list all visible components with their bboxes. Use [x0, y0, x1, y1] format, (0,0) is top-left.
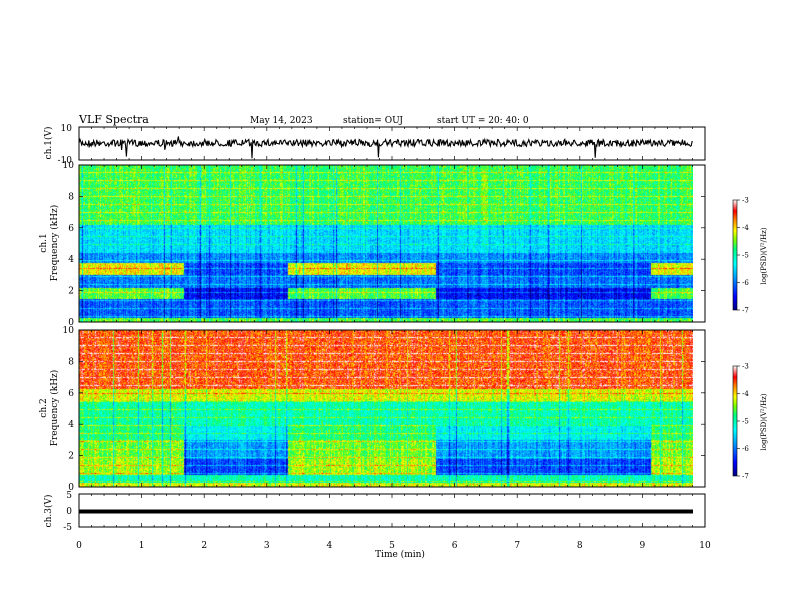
colorbar-tick-label: -6 [742, 279, 749, 287]
y-tick-label: 0 [68, 483, 74, 493]
x-tick-label: 10 [699, 541, 711, 551]
time-axis-ticks [78, 127, 706, 527]
colorbar-tick-label: -6 [742, 445, 749, 453]
colorbar-tick-label: -7 [742, 473, 749, 481]
y-tick-label: 10 [63, 326, 75, 336]
ch1-spec-ylabel-line2: Frequency (kHz) [49, 205, 60, 282]
colorbar-tick-label: -3 [742, 197, 749, 205]
ch1-spectrogram-panel: 0 2 4 6 8 10 ch.1 Frequency (kHz) [39, 161, 706, 328]
ch2-colorbar-label: log(PSD)(V²/Hz) [760, 393, 768, 450]
ch3-ylabel: ch.3(V) [43, 495, 54, 528]
y-tick-label: 6 [68, 224, 74, 234]
x-tick-label: 1 [139, 541, 145, 551]
ch1-waveform-line [78, 136, 693, 159]
ch3-ytick-top: 5 [66, 491, 72, 501]
y-tick-label: 10 [63, 161, 75, 171]
date-label: May 14, 2023 [250, 116, 313, 126]
x-tick-label: 0 [76, 541, 82, 551]
x-tick-label: 9 [640, 541, 646, 551]
y-tick-label: 8 [68, 192, 74, 202]
colorbar-tick-label: -5 [742, 418, 749, 426]
x-tick-label: 7 [514, 541, 520, 551]
ch2-colorbar: -3 -4 -5 -6 -7 log(PSD)(V²/Hz) [732, 363, 768, 481]
ch1-colorbar: -3 -4 -5 -6 -7 log(PSD)(V²/Hz) [732, 197, 768, 315]
x-tick-label: 8 [577, 541, 583, 551]
y-tick-label: 6 [68, 389, 74, 399]
ch1-spec-ylabel-line1: ch.1 [39, 233, 49, 252]
ch1-waveform-panel: 10 -10 ch.1(V) [43, 124, 706, 166]
y-tick-label: 4 [68, 420, 74, 430]
colorbar-tick-label: -5 [742, 252, 749, 260]
ch3-panel: 5 0 -5 ch.3(V) [43, 491, 706, 533]
colorbar-tick-label: -3 [742, 363, 749, 371]
ch2-spectrogram-image [79, 330, 693, 487]
colorbar-tick-label: -4 [742, 390, 749, 398]
colorbar-tick-label: -4 [742, 224, 749, 232]
x-tick-label: 2 [201, 541, 207, 551]
x-tick-label: 6 [452, 541, 458, 551]
ch1-colorbar-label: log(PSD)(V²/Hz) [760, 227, 768, 284]
ch1-ytick-top: 10 [61, 124, 73, 134]
figure-title: VLF Spectra [78, 113, 149, 126]
time-axis-tick-labels: 0 1 2 3 4 5 6 7 8 9 10 [76, 541, 711, 551]
ch3-ytick-mid: 0 [66, 507, 72, 517]
y-tick-label: 0 [68, 318, 74, 328]
ch1-spectrogram-image [79, 165, 693, 322]
ch1-ytick-bottom: -10 [58, 156, 73, 166]
time-axis-label: Time (min) [375, 549, 425, 560]
x-tick-label: 5 [389, 541, 395, 551]
y-tick-label: 2 [68, 452, 74, 462]
ch2-spec-ylabel-line2: Frequency (kHz) [49, 370, 60, 447]
x-tick-label: 3 [264, 541, 270, 551]
ch3-ytick-bottom: -5 [63, 523, 72, 533]
y-tick-label: 8 [68, 357, 74, 367]
ch2-spectrogram-panel: 0 2 4 6 8 10 ch.2 Frequency (kHz) [39, 326, 706, 493]
station-label: station= OUJ [343, 116, 403, 126]
ch2-spec-ylabel-line1: ch.2 [39, 398, 49, 417]
y-tick-label: 4 [68, 255, 74, 265]
ch1-ylabel: ch.1(V) [43, 127, 54, 160]
x-tick-label: 4 [327, 541, 333, 551]
y-tick-label: 2 [68, 287, 74, 297]
start-time-label: start UT = 20: 40: 0 [437, 116, 529, 126]
colorbar-tick-label: -7 [742, 307, 749, 315]
